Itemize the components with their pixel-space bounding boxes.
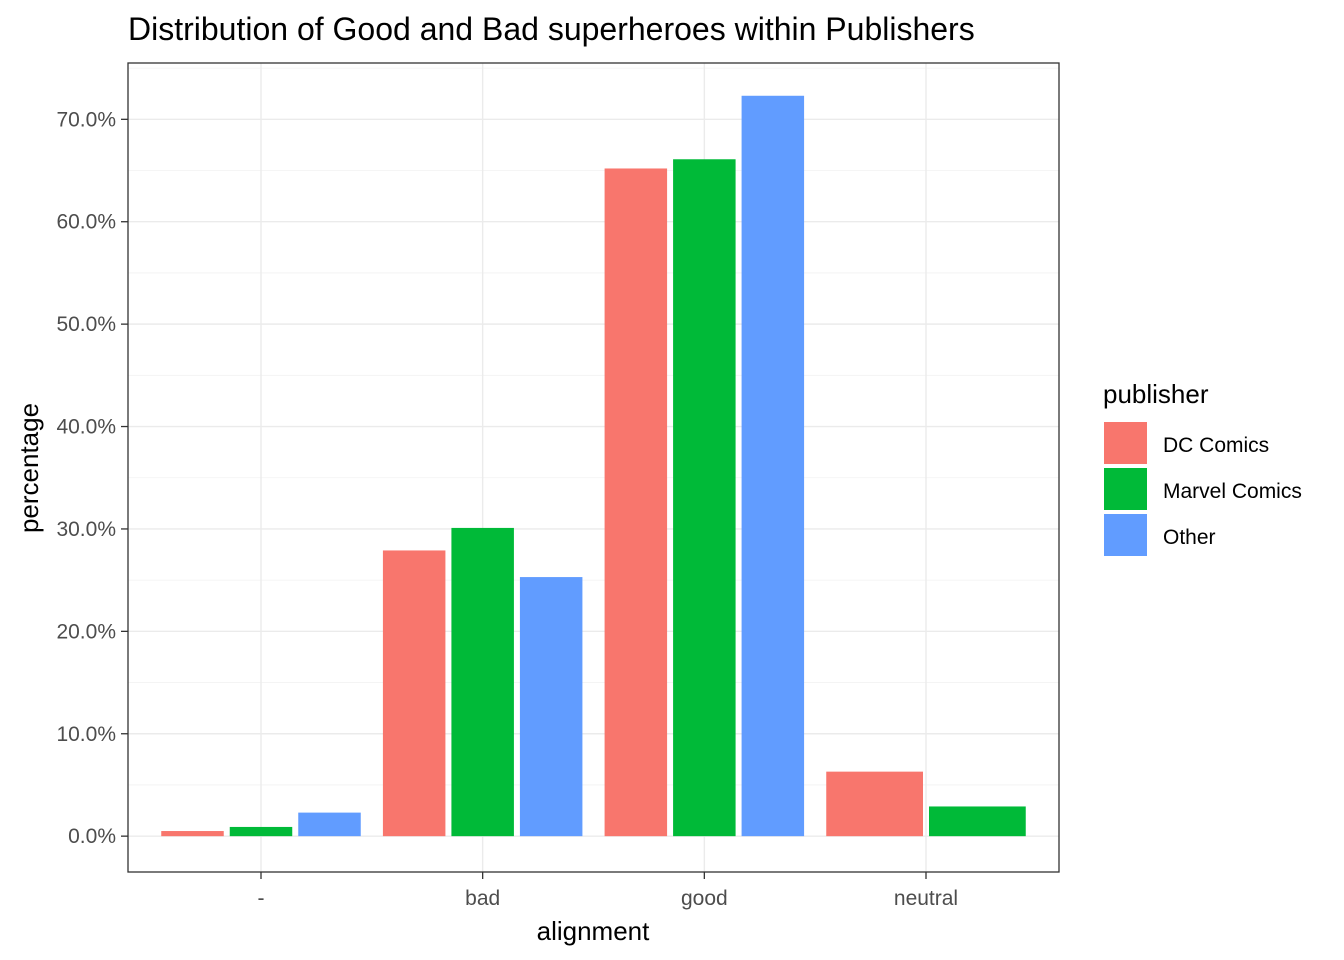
bar-dc-comics-none bbox=[161, 831, 224, 837]
y-tick-label: 10.0% bbox=[56, 723, 116, 746]
legend-label: Marvel Comics bbox=[1163, 480, 1302, 503]
bar-dc-comics-neutral bbox=[826, 771, 923, 837]
legend-key-other bbox=[1104, 514, 1147, 556]
legend-label: Other bbox=[1163, 526, 1216, 549]
bar-other-none bbox=[298, 812, 361, 837]
bars bbox=[161, 95, 1026, 837]
legend-label: DC Comics bbox=[1163, 434, 1269, 457]
bar-dc-comics-bad bbox=[382, 550, 446, 837]
y-tick-label: 60.0% bbox=[56, 211, 116, 234]
x-tick-label: good bbox=[681, 887, 728, 910]
legend-title: publisher bbox=[1103, 379, 1209, 409]
y-tick-label: 0.0% bbox=[68, 825, 116, 848]
y-tick-label: 50.0% bbox=[56, 313, 116, 336]
bar-dc-comics-good bbox=[604, 168, 668, 837]
y-axis: 0.0% 10.0% 20.0% 30.0% 40.0% 50.0% 60.0% 70.0% bbox=[56, 108, 128, 848]
y-axis-title: percentage bbox=[14, 403, 44, 533]
legend: publisher DC Comics Marvel Comics Other bbox=[1103, 379, 1302, 556]
y-tick-label: 70.0% bbox=[56, 108, 116, 131]
bar-other-bad bbox=[519, 577, 583, 837]
legend-key-marvel-comics bbox=[1104, 468, 1147, 510]
plot-panel-border bbox=[127, 62, 1060, 873]
y-tick-label: 40.0% bbox=[56, 416, 116, 439]
x-axis-title: alignment bbox=[537, 916, 651, 946]
legend-key-dc-comics bbox=[1104, 422, 1147, 464]
bar-marvel-comics-bad bbox=[451, 527, 514, 837]
bar-marvel-comics-good bbox=[673, 159, 736, 837]
x-axis: - bad good neutral bbox=[258, 872, 958, 910]
y-tick-label: 20.0% bbox=[56, 620, 116, 643]
y-tick-label: 30.0% bbox=[56, 518, 116, 541]
x-tick-label: neutral bbox=[894, 887, 958, 910]
bar-other-good bbox=[741, 95, 805, 837]
x-tick-label: bad bbox=[465, 887, 500, 910]
bar-marvel-comics-neutral bbox=[929, 806, 1026, 837]
x-tick-label: - bbox=[258, 887, 265, 910]
bar-marvel-comics-none bbox=[229, 826, 293, 837]
chart-title: Distribution of Good and Bad superheroes… bbox=[128, 11, 975, 47]
grid-lines bbox=[128, 63, 1059, 872]
